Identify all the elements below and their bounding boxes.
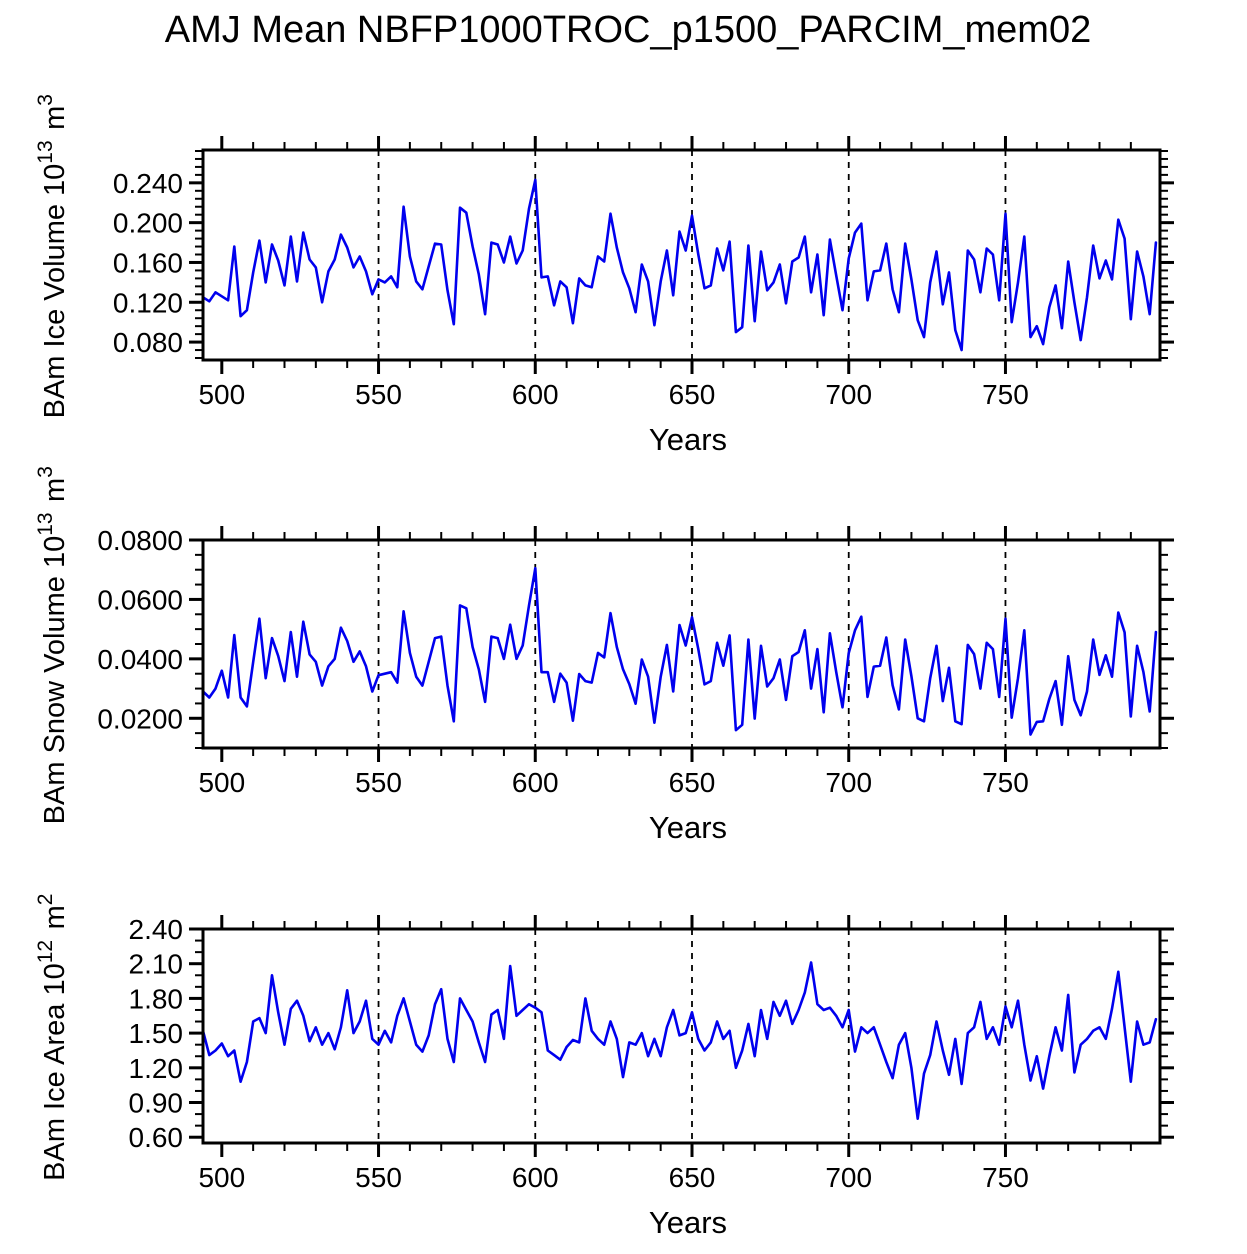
- y-tick-label: 0.0400: [97, 644, 183, 675]
- y-tick-label: 2.40: [129, 914, 184, 945]
- y-tick-label: 0.0600: [97, 584, 183, 615]
- x-axis-label-panel3: Years: [649, 1205, 727, 1240]
- x-tick-label: 700: [825, 767, 872, 798]
- gridlines: [377, 150, 1007, 360]
- x-tick-label: 600: [512, 767, 559, 798]
- ticks: [189, 915, 1174, 1157]
- y-tick-label: 0.080: [113, 327, 183, 358]
- x-tick-label: 500: [198, 767, 245, 798]
- x-tick-label: 600: [512, 379, 559, 410]
- x-axis-label-panel2: Years: [649, 810, 727, 845]
- x-tick-label: 500: [198, 379, 245, 410]
- y-axis-label-ice-area: BAm Ice Area 1012 m2: [34, 891, 71, 1181]
- x-tick-label: 650: [669, 1162, 716, 1193]
- x-tick-label: 700: [825, 1162, 872, 1193]
- x-tick-label: 750: [982, 1162, 1029, 1193]
- tick-labels: 500 550 600 650 700 7500.600.901.201.501.802.…: [129, 914, 1029, 1193]
- gridlines: [377, 540, 1007, 748]
- panel-ice-volume: 500 550 600 650 700 750 0.080 0.120 0.160 0.200 0.…: [34, 92, 1174, 419]
- y-tick-label: 0.240: [113, 168, 183, 199]
- tick-labels: 500 550 600 650 700 750 0.080 0.120 0.160 0.200 0.…: [113, 168, 1029, 410]
- gridlines: [377, 929, 1007, 1143]
- y-tick-label: 1.80: [129, 983, 184, 1014]
- x-tick-label: 600: [512, 1162, 559, 1193]
- y-tick-label: 0.120: [113, 287, 183, 318]
- y-tick-label: 0.90: [129, 1088, 184, 1119]
- x-tick-label: 700: [825, 379, 872, 410]
- x-tick-label: 550: [355, 767, 402, 798]
- ticks: [189, 526, 1174, 762]
- x-axis-label-panel1: Years: [649, 422, 727, 457]
- plot-box: [201, 927, 1162, 1145]
- y-tick-label: 0.60: [129, 1122, 184, 1153]
- plot-box: [201, 538, 1162, 750]
- ticks: [189, 136, 1174, 374]
- panel-ice-area: 500 550 600 650 700 7500.600.901.201.501.802.…: [34, 891, 1174, 1193]
- x-tick-label: 550: [355, 1162, 402, 1193]
- y-tick-label: 2.10: [129, 949, 184, 980]
- tick-labels: 500 550 600 650 700 750 0.0200 0.0400 0.0600 0.08…: [97, 525, 1028, 798]
- series-line-ice-volume: [201, 178, 1158, 352]
- x-tick-label: 650: [669, 767, 716, 798]
- x-tick-label: 750: [982, 379, 1029, 410]
- y-tick-label: 1.20: [129, 1053, 184, 1084]
- x-tick-label: 650: [669, 379, 716, 410]
- plot-box: [201, 148, 1162, 362]
- series-line-snow-volume: [201, 566, 1158, 736]
- y-tick-label: 0.160: [113, 247, 183, 278]
- panel-snow-volume: 500 550 600 650 700 750 0.0200 0.0400 0.0600 0.08…: [34, 464, 1174, 825]
- y-axis-label-snow-volume: BAm Snow Volume 1013 m3: [34, 464, 71, 825]
- y-tick-label: 0.200: [113, 208, 183, 239]
- y-axis-label-ice-volume: BAm Ice Volume 1013 m3: [34, 92, 71, 419]
- series-line-ice-area: [201, 961, 1158, 1120]
- x-tick-label: 500: [198, 1162, 245, 1193]
- y-tick-label: 1.50: [129, 1018, 184, 1049]
- chart-title: AMJ Mean NBFP1000TROC_p1500_PARCIM_mem02: [165, 9, 1091, 51]
- y-tick-label: 0.0800: [97, 525, 183, 556]
- x-tick-label: 750: [982, 767, 1029, 798]
- y-tick-label: 0.0200: [97, 703, 183, 734]
- x-tick-label: 550: [355, 379, 402, 410]
